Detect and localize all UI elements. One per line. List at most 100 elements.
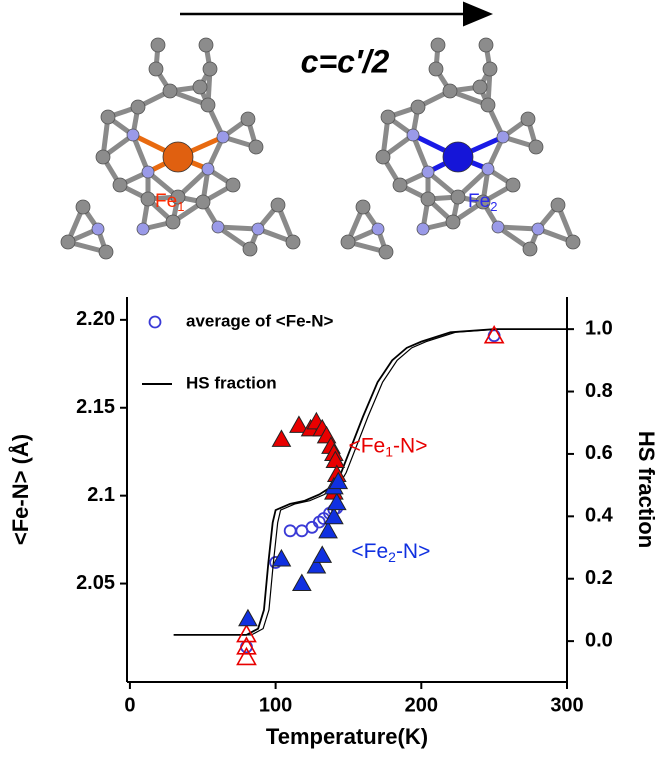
atom [522,241,538,257]
annotation-part: 1 [385,443,393,459]
atom [378,244,394,260]
atom [75,199,91,215]
x-tick-label: 0 [124,694,135,716]
y2-axis-title: HS fraction [634,431,659,548]
y2-tick-label: 0.8 [585,380,613,402]
atom [475,194,491,210]
y2-tick-label: 0.0 [585,629,613,651]
bond [130,134,151,173]
atom [371,222,385,236]
atom [442,83,458,99]
x-tick-label: 300 [550,694,583,716]
atom [136,222,150,236]
atom [285,234,301,250]
atom [505,177,521,193]
atom [355,199,371,215]
atom [520,111,536,127]
atom [565,234,581,250]
fe-label: Fe2 [468,191,497,214]
triangle-point [326,492,347,511]
atom [148,61,164,77]
atom [126,128,140,142]
atom [528,139,544,155]
x-axis-title: Temperature(K) [266,724,428,749]
atom [195,194,211,210]
x-tick-label: 100 [259,694,292,716]
atom [472,79,488,95]
fe-label: Fe1 [155,191,184,214]
atom [270,197,286,213]
annotation-part: <Fe [348,434,385,457]
triangle-point [271,429,292,447]
atom [410,99,426,115]
y2-tick-label: 1.0 [585,317,613,339]
fe-atom [442,141,474,173]
atom [91,222,105,236]
triangle-point [306,555,327,574]
atom [430,37,446,53]
atom [130,99,146,115]
atom [242,241,258,257]
atom [428,61,444,77]
triangle-point [236,623,257,643]
atom [478,37,494,53]
point [487,329,501,343]
triangle-point [291,573,312,592]
atom [340,234,356,250]
atom [392,177,408,193]
atom [202,61,218,77]
atom [416,222,430,236]
atom [170,189,186,205]
atom [406,128,420,142]
atom [192,79,208,95]
legend-label: average of <Fe-N> [186,311,333,330]
triangle-point [318,520,338,539]
atom [248,139,264,155]
atom [380,109,396,125]
arrow-label: c=c′/2 [301,43,390,79]
triangle-point [271,548,292,567]
atom [60,234,76,250]
atom [240,111,256,127]
atom [198,37,214,53]
triangle-point [236,646,257,666]
y2-tick-label: 0.4 [585,505,614,527]
atom [200,97,216,113]
atom [201,162,215,176]
atom [420,191,436,207]
annotation-part: -N> [396,539,430,562]
atom [480,97,496,113]
triangle-point [289,415,309,433]
atom [100,109,116,125]
annotation: <Fe2-N> [351,539,430,564]
atom [481,162,495,176]
x-tick-label: 200 [405,694,438,716]
atom [216,130,230,144]
triangle-point [238,608,258,627]
atom [421,165,435,179]
point [283,524,297,538]
y-tick-label: 2.15 [76,396,115,418]
triangle-point [483,325,505,344]
triangle-point [236,636,257,655]
atom [496,130,510,144]
atom [150,37,166,53]
atom [445,214,461,230]
atom [375,149,391,165]
atom [162,83,178,99]
atom [251,222,265,236]
legend-label: HS fraction [186,373,277,392]
annotation-part: <Fe [351,539,388,562]
atom [211,220,225,234]
atom [140,191,156,207]
atom [112,177,128,193]
atom [491,220,505,234]
annotation-part: 2 [388,549,396,565]
atom [98,244,114,260]
triangle-point [312,545,333,563]
y-tick-label: 2.20 [76,308,115,330]
bond [410,134,431,173]
atom [482,61,498,77]
triangle-point [328,471,349,490]
